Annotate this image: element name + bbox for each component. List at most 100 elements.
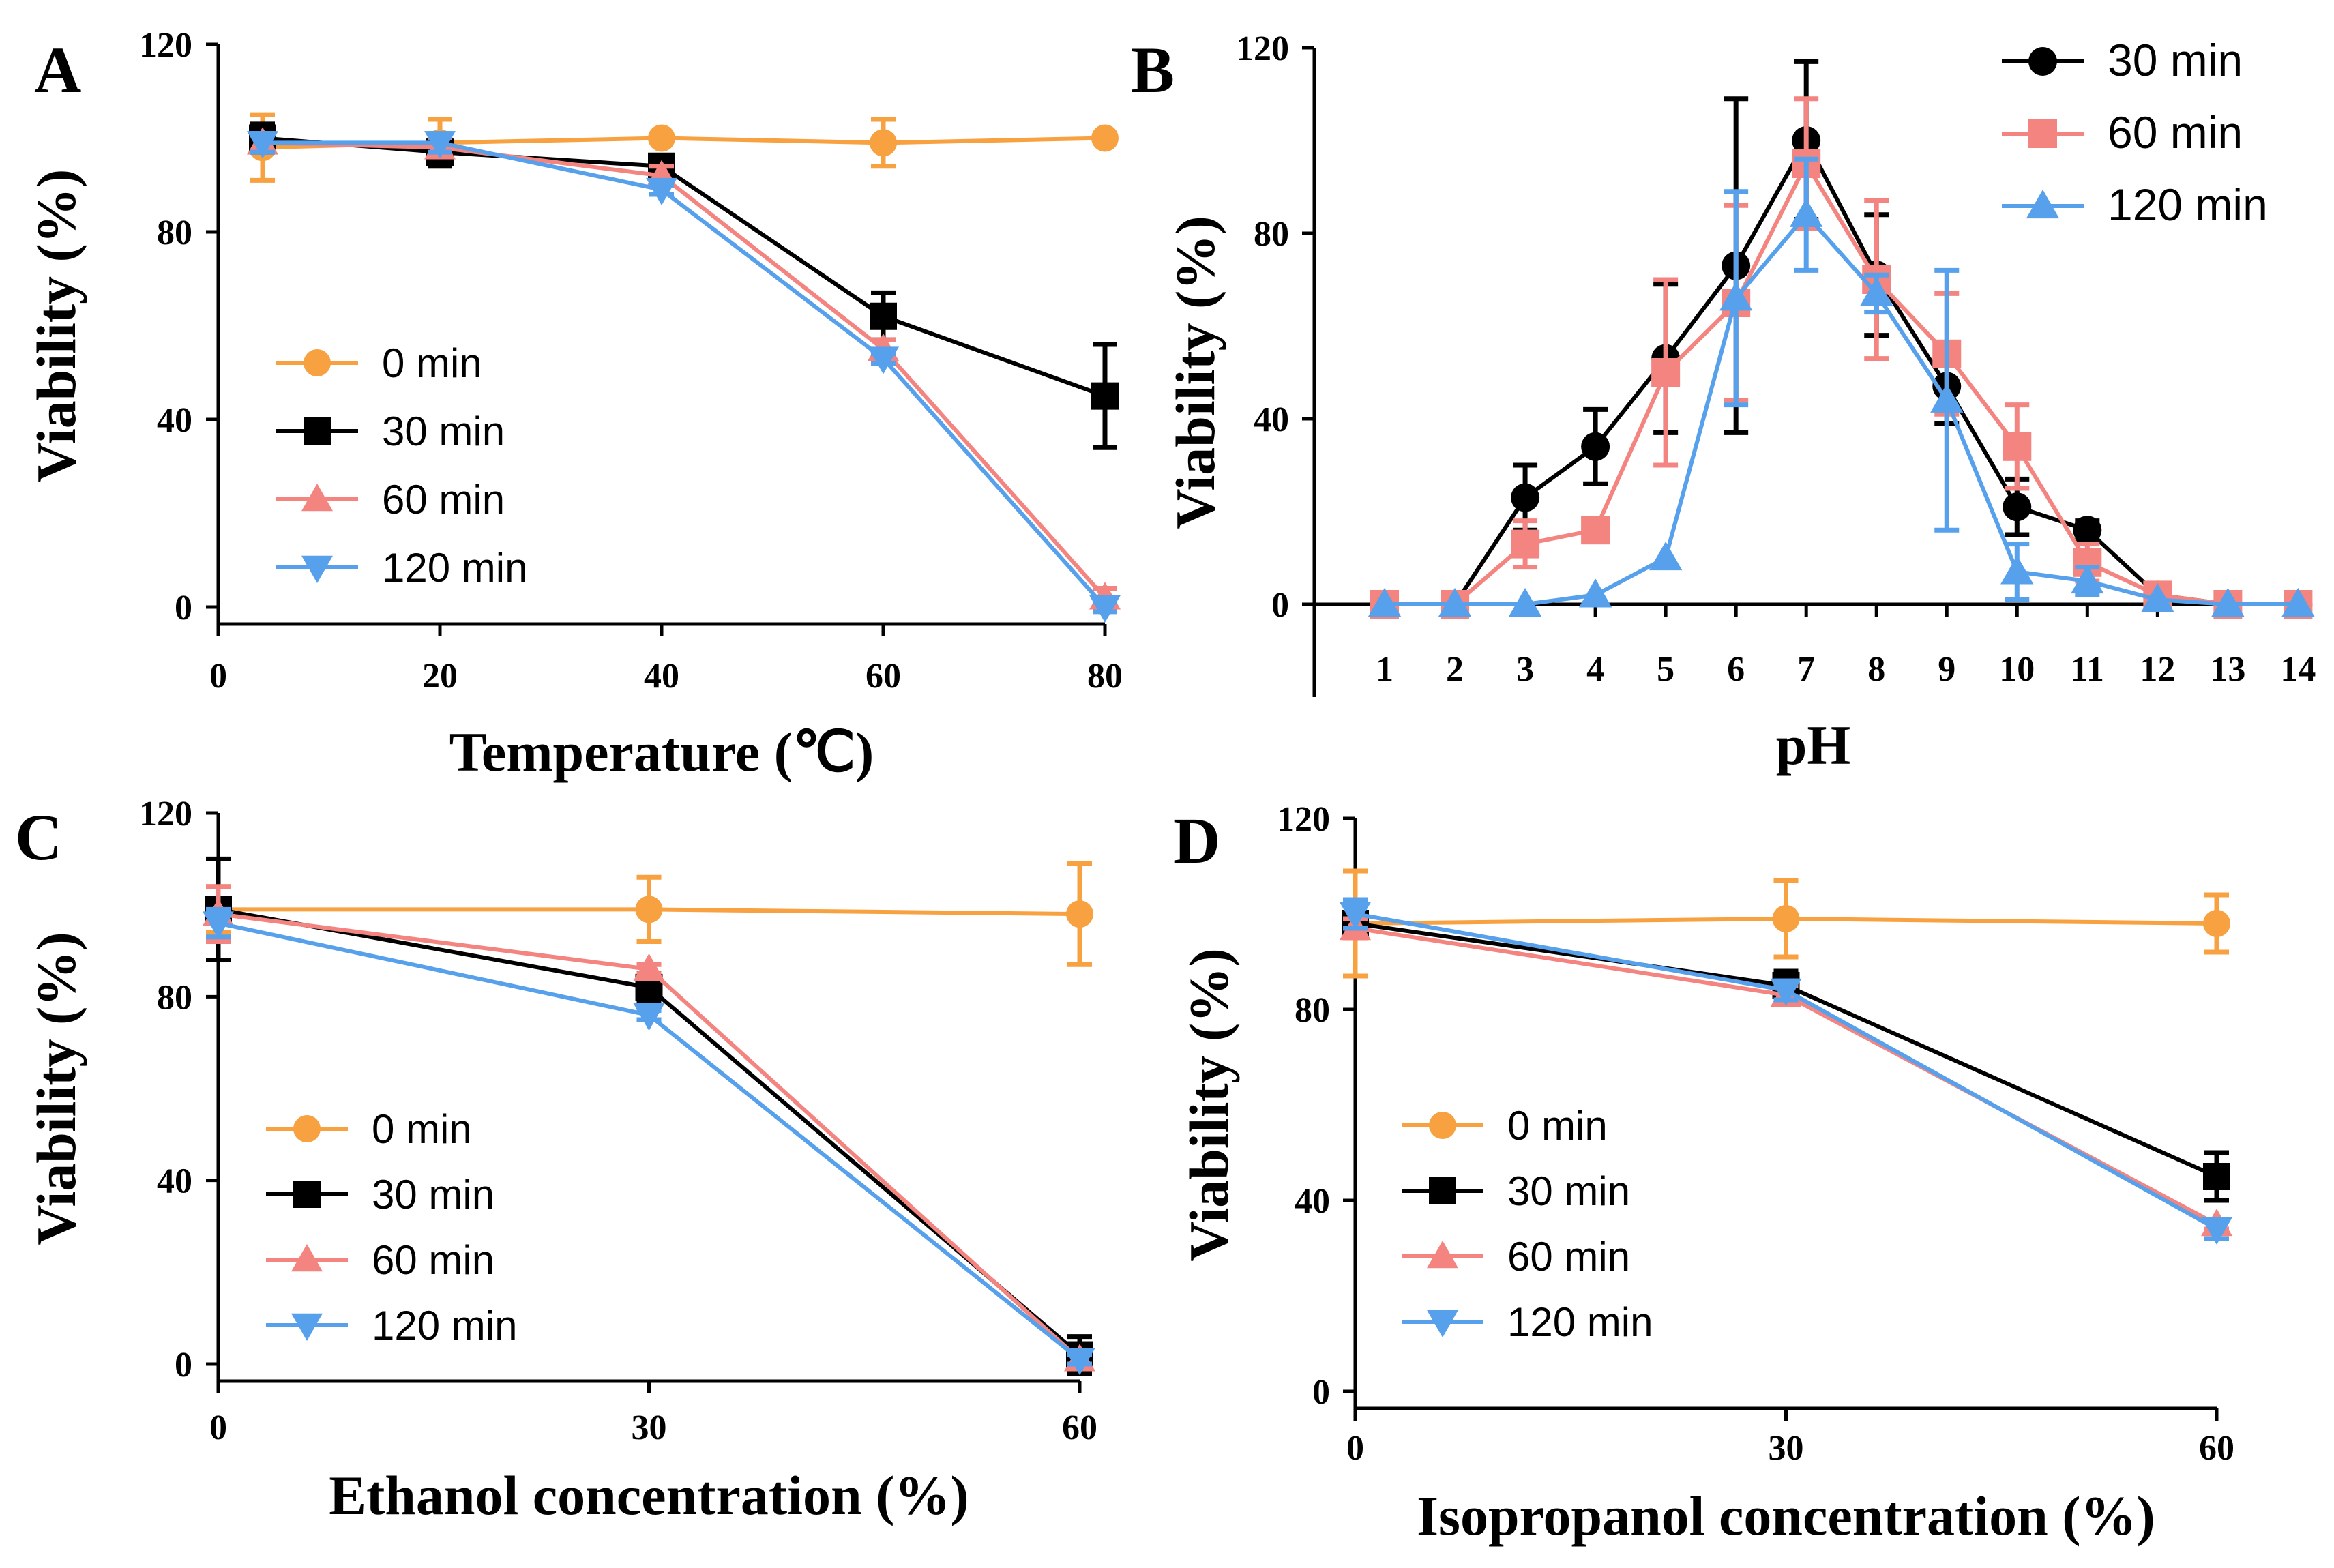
panel-d-point-0-min [2203,910,2230,937]
panel-d-x-title: Isopropanol concentration (%) [1417,1485,2155,1547]
panel-a-legend-marker-60-min [301,484,333,512]
panel-a-x-tick-label: 20 [422,657,458,696]
panel-c-point-120-min [203,911,234,939]
panel-a-point-0-min [870,129,897,157]
panel-a-point-30-min [870,302,897,330]
panel-a-legend-label-0-min: 0 min [382,340,482,386]
panel-a-point-120-min [646,177,677,206]
panel-c-x-tick-label: 60 [1062,1408,1097,1447]
panel-b-point-120-min [2071,564,2104,594]
panel-a-y-title: Viability (%) [25,169,87,482]
panel-b-x-tick-label: 10 [1999,650,2035,689]
panel-b-point-120-min [1368,587,1402,617]
panel-b-y-tick-label: 0 [1271,586,1289,625]
panel-b-x-tick-label: 5 [1657,650,1674,689]
panel-d-y-tick-label: 120 [1277,800,1330,839]
panel-b-x-tick-label: 4 [1586,650,1604,689]
panel-b-y-tick-label: 80 [1254,215,1289,254]
panel-d-y-tick-label: 40 [1295,1182,1330,1221]
panel-a: 0 40 80 120 0 20 40 60 80 A Temperature (℃) Viabili… [25,26,1123,783]
panel-d-y-title: Viability (%) [1178,948,1240,1261]
panel-a-series-30-min [249,121,1119,450]
panel-b-letter: B [1131,33,1175,106]
panel-b-point-120-min [1649,541,1683,571]
panel-c-point-120-min [633,1003,665,1031]
panel-a-y-tick-label: 120 [139,26,192,65]
panel-b-y-tick-label: 120 [1236,29,1289,68]
panel-c-point-60-min [633,953,665,981]
panel-c: 0 40 80 120 0 30 60 C Ethanol concentration (%) V… [15,795,1097,1526]
panel-a-x-tick-label: 0 [209,657,227,696]
panel-a-legend-marker-120-min [301,555,333,583]
panel-a-x-tick-label: 80 [1087,657,1123,696]
panel-d-y-tick-label: 80 [1295,991,1330,1030]
panel-d-series-120-min [1340,897,2232,1245]
panel-b-point-120-min [1790,198,1823,227]
panel-b-point-120-min [1860,277,1893,306]
panel-b-x-title: pH [1776,714,1850,776]
panel-c-y-tick-label: 120 [139,795,192,833]
panel-b-point-60-min [2003,432,2032,461]
panel-d-point-0-min [1772,905,1800,932]
panel-d-x-tick-label: 30 [1769,1429,1804,1468]
panel-c-x-tick-label: 30 [632,1408,667,1447]
panel-c-legend-label-0-min: 0 min [372,1106,472,1152]
panel-c-legend-marker-30-min [293,1181,321,1208]
panel-b-line-120-min [1385,211,2299,606]
panel-d-legend-label-30-min: 30 min [1507,1168,1630,1214]
panel-b-y-title: Viability (%) [1164,216,1226,529]
panel-c-legend-label-60-min: 60 min [372,1237,494,1283]
panel-a-y-tick-label: 80 [157,213,192,252]
panel-c-legend-marker-60-min [291,1244,323,1272]
panel-c-x-title: Ethanol concentration (%) [329,1464,969,1526]
panel-a-x-tick-label: 40 [644,657,679,696]
panel-d-legend-marker-30-min [1429,1177,1456,1204]
panel-c-series-0-min [205,861,1093,967]
panel-a-series-60-min [247,127,1121,610]
panel-c-y-tick-label: 0 [175,1346,192,1385]
panel-b-point-120-min [1719,282,1753,311]
panel-a-series-120-min [247,131,1121,623]
panel-a-point-120-min [247,131,278,159]
panel-b-legend-label-60-min: 60 min [2108,107,2243,158]
panel-a-legend-label-60-min: 60 min [382,477,505,522]
panel-d-series-60-min [1340,913,2232,1237]
panel-b-point-120-min [1930,383,1964,413]
panel-a-y-tick-label: 0 [175,589,192,627]
panel-b-point-30-min [1581,432,1610,461]
panel-b-x-tick-label: 12 [2140,650,2175,689]
panel-b-x-tick-label: 11 [2071,650,2104,689]
panel-d-line-30-min [1355,921,2218,1179]
panel-c-legend-marker-0-min [293,1115,321,1142]
panel-b-point-120-min [1438,587,1472,617]
panel-c-x-tick-label: 0 [209,1408,227,1447]
panel-a-x-tick-label: 60 [866,657,901,696]
panel-c-legend-label-30-min: 30 min [372,1172,494,1217]
panel-a-point-30-min [1091,382,1119,410]
panel-b-point-120-min [2281,587,2315,617]
panel-a-legend-label-30-min: 30 min [382,409,505,454]
panel-b-x-tick-label: 14 [2280,650,2316,689]
panel-b-x-tick-label: 8 [1867,650,1885,689]
panel-d-line-120-min [1355,912,2218,1231]
panel-d-point-120-min [1340,902,1371,930]
panel-a-point-0-min [1091,124,1119,152]
panel-c-y-title: Viability (%) [25,932,87,1245]
panel-b-point-120-min [1578,578,1612,608]
panel-b-point-60-min [1651,358,1681,387]
panel-d-x-tick-label: 0 [1346,1429,1364,1468]
panel-a-x-title: Temperature (℃) [449,721,874,783]
panel-d-series-0-min [1342,868,2230,979]
panel-b-x-tick-label: 3 [1516,650,1534,689]
panel-b-point-30-min [2003,492,2032,522]
panel-d-point-120-min [1770,978,1802,1006]
panel-b-point-60-min [1581,516,1610,545]
panel-b-x-tick-label: 2 [1446,650,1464,689]
panel-c-point-0-min [1066,900,1093,928]
panel-b-legend-marker-60-min [2028,119,2057,148]
panel-a-point-120-min [868,346,899,374]
panel-d-point-30-min [2203,1163,2230,1190]
panel-a-legend-label-120-min: 120 min [382,545,527,591]
